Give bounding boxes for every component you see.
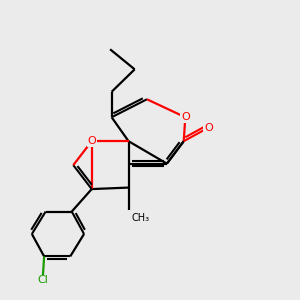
- Text: CH₃: CH₃: [131, 213, 149, 223]
- Text: O: O: [87, 136, 96, 146]
- Text: O: O: [181, 112, 190, 122]
- Text: O: O: [204, 123, 213, 133]
- Text: Cl: Cl: [37, 275, 48, 285]
